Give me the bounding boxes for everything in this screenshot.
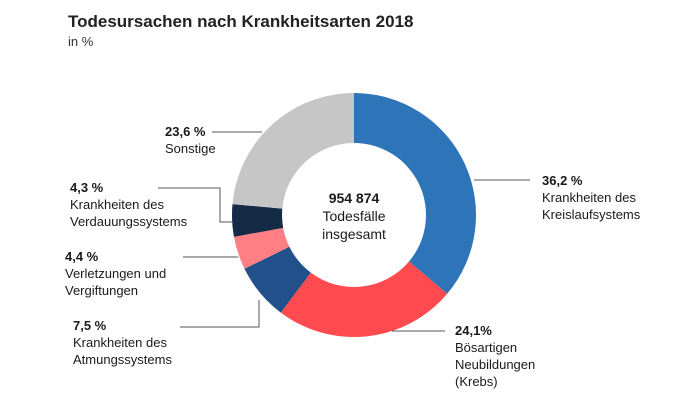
slice-value-label-1: 36,2 %: [542, 173, 583, 188]
slice-category-label-1-1: Krankheiten des: [542, 190, 636, 205]
slice-category-label-2-2: Neubildungen: [455, 357, 535, 372]
center-line-1: Todesfälle: [322, 208, 385, 224]
slice-value-label-5: 4,3 %: [70, 180, 104, 195]
donut-slice-2: [280, 261, 448, 337]
donut-slices: [232, 93, 476, 337]
donut-slice-3: [244, 246, 311, 313]
donut-slice-6: [232, 93, 354, 209]
slice-category-label-1-2: Kreislaufsystems: [542, 207, 641, 222]
slice-value-label-3: 7,5 %: [73, 318, 107, 333]
donut-center: 954 874 Todesfälle insgesamt: [322, 190, 386, 242]
chart-title: Todesursachen nach Krankheitsarten 2018: [68, 12, 414, 31]
slice-category-label-3-2: Atmungssystems: [73, 352, 172, 367]
slice-value-label-4: 4,4 %: [65, 249, 99, 264]
center-total: 954 874: [329, 190, 380, 206]
leader-line-3: [180, 300, 260, 328]
slice-labels: 36,2 % Krankheiten des Kreislaufsystems 24,…: [65, 124, 641, 389]
leader-line-5: [158, 187, 232, 223]
center-line-2: insgesamt: [322, 226, 386, 242]
slice-value-label-2: 24,1%: [455, 323, 492, 338]
slice-category-label-2-1: Bösartigen: [455, 340, 517, 355]
slice-category-label-6-1: Sonstige: [165, 141, 216, 156]
slice-category-label-4-2: Vergiftungen: [65, 283, 138, 298]
donut-slice-5: [232, 204, 284, 237]
slice-category-label-2-3: (Krebs): [455, 374, 498, 389]
slice-value-label-6: 23,6 %: [165, 124, 206, 139]
donut-slice-1: [354, 93, 476, 294]
donut-slice-4: [233, 227, 290, 269]
slice-category-label-4-1: Verletzungen und: [65, 266, 166, 281]
leader-lines: [158, 131, 530, 332]
chart-subtitle: in %: [68, 34, 94, 49]
slice-category-label-3-1: Krankheiten des: [73, 335, 167, 350]
slice-category-label-5-1: Krankheiten des: [70, 197, 164, 212]
slice-category-label-5-2: Verdauungssystems: [70, 214, 188, 229]
